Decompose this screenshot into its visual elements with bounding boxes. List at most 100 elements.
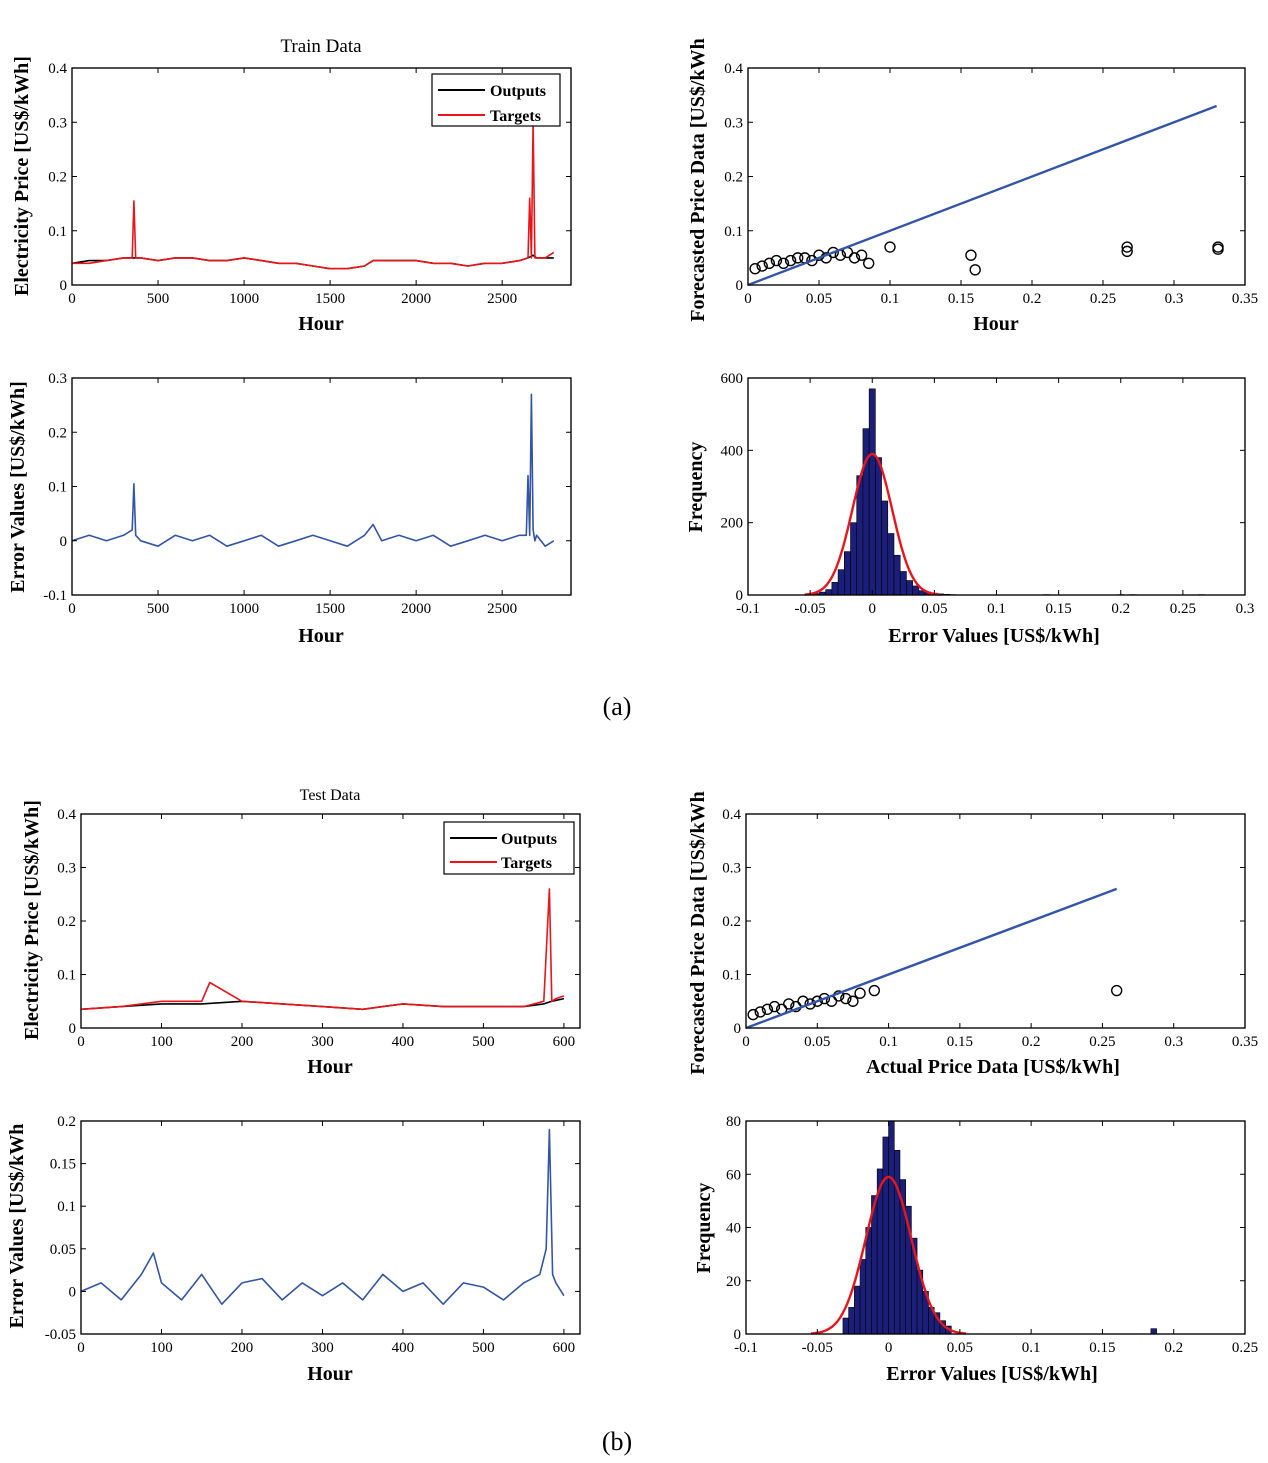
scatter-point [763, 257, 775, 269]
scatter-point [784, 254, 797, 267]
axes-border [80, 1120, 581, 1335]
series-line-targets [72, 121, 555, 270]
x-tick-label: 0 [744, 291, 752, 307]
histogram-bar [881, 500, 889, 596]
x-tick-label: 2000 [401, 601, 431, 617]
y-tick-label: 0 [734, 1327, 742, 1343]
normal-fit-curve [804, 452, 940, 596]
histogram-bar [888, 1120, 895, 1335]
scatter-point [848, 252, 861, 264]
x-tick-label: 0.15 [948, 291, 974, 307]
y-axis-label: Forecasted Price Data [US$/kWh [687, 38, 709, 321]
y-tick-label: 0 [69, 1284, 77, 1300]
histogram-bar [848, 1307, 855, 1335]
x-tick-label: 0 [68, 291, 76, 307]
histogram-bar [882, 1136, 889, 1335]
x-tick-label: 200 [231, 1340, 254, 1356]
panel-a-train-series: 0 500 1000 1500 2000 2500 0 0.1 0.2 0.3 0.4 Train … [11, 36, 572, 335]
x-axis-label: Hour [298, 313, 344, 335]
y-tick-label: 0.3 [722, 861, 741, 877]
histogram-bar [862, 428, 870, 596]
x-tick-label: 0.1 [1022, 1340, 1041, 1356]
x-tick-label: 0 [77, 1340, 85, 1356]
x-tick-label: -0.05 [802, 1340, 833, 1356]
y-tick-label: 20 [726, 1274, 741, 1290]
y-tick-label: 40 [726, 1221, 741, 1237]
histogram-bar [854, 1285, 861, 1335]
x-tick-label: 1000 [229, 291, 259, 307]
y-axis-label: Frequency [693, 1183, 715, 1274]
plot-area: -0.1 -0.05 0 0.05 0.1 0.15 0.2 0.25 0.3 0 200 400 60… [721, 371, 1255, 617]
x-tick-label: 0.05 [921, 601, 947, 617]
scatter-point [855, 249, 868, 261]
y-axis-label: Error Values [US$/kWh [6, 1124, 28, 1329]
x-tick-label: -0.1 [736, 601, 760, 617]
x-tick-label: 0.35 [1232, 1034, 1258, 1050]
y-tick-label: 60 [726, 1167, 741, 1183]
scatter-point [1121, 245, 1133, 258]
scatter-point [827, 246, 839, 259]
legend: Outputs Targets [443, 821, 575, 875]
x-tick-label: 1500 [315, 291, 345, 307]
x-tick-label: 500 [147, 291, 170, 307]
scatter-point [1212, 243, 1224, 255]
y-tick-label: 80 [726, 1114, 741, 1130]
y-tick-label: 0.1 [724, 224, 743, 240]
y-tick-label: 0.15 [50, 1157, 76, 1173]
x-tick-label: 100 [150, 1034, 173, 1050]
x-axis-label: Error Values [US$/kWh] [886, 1363, 1098, 1385]
plot-area: 0 0.05 0.1 0.15 0.2 0.25 0.3 0.35 0 0.1 0.2 0.3 0.4 [722, 807, 1258, 1050]
y-tick-label: 600 [721, 371, 744, 387]
x-tick-label: 0 [68, 601, 76, 617]
y-tick-label: 0.3 [724, 115, 743, 131]
x-tick-label: 0.25 [1232, 1340, 1258, 1356]
x-tick-label: 0.15 [947, 1034, 973, 1050]
x-tick-label: 0 [77, 1034, 85, 1050]
series-line-error [80, 1128, 565, 1305]
histogram-bar [842, 1317, 849, 1335]
scatter-point [863, 257, 875, 269]
x-tick-label: 0.1 [879, 1034, 898, 1050]
histogram-bar [1150, 1328, 1157, 1335]
y-tick-label: 0.2 [722, 914, 741, 930]
scatter-point [847, 995, 859, 1007]
y-tick-label: 200 [721, 516, 744, 532]
x-tick-label: 0.05 [947, 1340, 973, 1356]
x-axis-label: Actual Price Data [US$/kWh] [866, 1056, 1120, 1078]
x-tick-label: 500 [472, 1034, 495, 1050]
x-tick-label: 0.25 [1089, 1034, 1115, 1050]
histogram-bar [843, 551, 851, 596]
y-tick-label: 0 [69, 1021, 77, 1037]
scatter-point [854, 987, 866, 999]
panel-a-train-error: 0 500 1000 1500 2000 2500-0.100.10.20.3 Hour … [7, 371, 572, 647]
x-tick-label: 0 [742, 1034, 750, 1050]
histogram-bar [825, 589, 833, 596]
axes-frame [80, 1120, 581, 1335]
panel-b-test-error: 0 100 200 300 400 500 600-0.0500.050.10.150.2 … [6, 1114, 581, 1385]
caption-b: (b) [602, 1427, 632, 1456]
scatter-point [965, 249, 977, 261]
histogram-bar [906, 580, 913, 596]
scatter-point [884, 241, 896, 253]
panel-b-test-series: 0 100 200 300 400 500 600 0 0.1 0.2 0.3 0.4 Test Da… [21, 787, 581, 1078]
normal-fit-curve [810, 1175, 967, 1335]
axes-frame [745, 1120, 1246, 1335]
scatter-point [777, 257, 790, 269]
plot-area: 0 0.05 0.1 0.15 0.2 0.25 0.3 0.35 0 0.1 0.2 0.3 0.4 [724, 61, 1258, 307]
x-tick-label: 600 [553, 1340, 576, 1356]
histogram-bar [912, 585, 920, 596]
y-tick-label: 0.1 [722, 968, 741, 984]
histogram-bar [899, 571, 907, 596]
x-axis-label: Error Values [US$/kWh] [888, 625, 1100, 647]
legend-label-outputs: Outputs [490, 83, 546, 100]
y-axis-label: Error Values [US$/kWh] [7, 381, 29, 593]
chart-title: Train Data [280, 36, 362, 57]
scatter-point [747, 1008, 759, 1021]
y-tick-label: 0 [736, 278, 744, 294]
x-tick-label: 400 [392, 1340, 415, 1356]
x-tick-label: 2500 [487, 601, 517, 617]
fit-line [745, 887, 1118, 1030]
histogram-bar [837, 569, 845, 596]
panel-b-test-regression: 0 0.05 0.1 0.15 0.2 0.25 0.3 0.3500.10.20.30.4 … [687, 791, 1258, 1078]
